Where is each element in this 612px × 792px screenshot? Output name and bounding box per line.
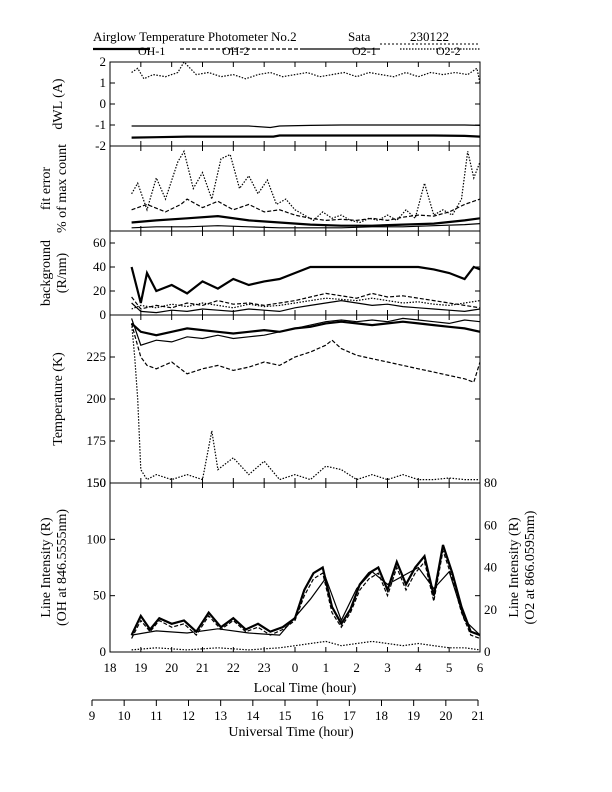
- y-tick-label: 60: [93, 235, 106, 250]
- series-line-temperature-oh-1: [130, 320, 480, 337]
- universal-time-tick-label: 18: [375, 708, 388, 723]
- series-line-dwl-o2-1: [131, 124, 480, 129]
- local-time-tick-label: 23: [258, 660, 271, 675]
- y-axis-title-temperature: Temperature (K): [51, 352, 66, 446]
- panel-frame-fit-error: [109, 145, 481, 232]
- series-line-fit-error-o2-1: [131, 223, 480, 229]
- y-axis-title-fit-error: fit error: [39, 167, 54, 210]
- universal-time-tick-label: 12: [182, 708, 195, 723]
- y-axis-subtitle-line-intensity: (OH at 846.5555nm): [55, 509, 70, 626]
- series-line-line-intensity-oh-1: [130, 544, 480, 637]
- panel-background: 0 20 40 60 background (R/nm): [39, 230, 481, 322]
- local-time-tick-label: 21: [196, 660, 209, 675]
- y-right-tick-label: 20: [484, 602, 497, 617]
- universal-time-tick-label: 10: [118, 708, 131, 723]
- universal-time-tick-label: 20: [439, 708, 452, 723]
- universal-time-tick-label: 19: [407, 708, 420, 723]
- panel-frame-line-intensity: [109, 482, 481, 653]
- local-time-tick-label: 3: [384, 660, 391, 675]
- legend-label-o2-2: O2-2: [436, 44, 461, 58]
- local-time-tick-label: 19: [134, 660, 147, 675]
- series-line-dwl-o2-2: [131, 62, 480, 84]
- panel-fit-error: fit error% of max count: [39, 144, 481, 233]
- y-tick-label: 2: [100, 54, 107, 69]
- y-tick-label: 150: [87, 475, 107, 490]
- y-tick-label: 40: [93, 259, 106, 274]
- legend: OH-1 OH-2 O2-1 O2-2: [93, 44, 480, 58]
- legend-label-oh-2: OH-2: [222, 44, 249, 58]
- local-time-tick-label: 2: [353, 660, 360, 675]
- y-tick-label: 0: [100, 644, 107, 659]
- y-right-tick-label: 0: [484, 644, 491, 659]
- local-time-tick-label: 0: [292, 660, 299, 675]
- y-tick-label: -1: [95, 117, 106, 132]
- panel-dwl: -2 -1 0 1 2 dWL (A): [51, 54, 481, 153]
- site-name: Sata: [348, 29, 371, 44]
- series-line-fit-error-oh-1: [131, 214, 480, 227]
- y-tick-label: 0: [100, 96, 107, 111]
- series-line-fit-error-oh-2: [131, 198, 480, 222]
- local-time-tick-label: 18: [104, 660, 117, 675]
- local-time-tick-label: 20: [165, 660, 178, 675]
- y-tick-label: 150: [87, 475, 107, 490]
- y-tick-label: 225: [87, 349, 107, 364]
- date-code: 230122: [410, 29, 449, 44]
- local-time-tick-label: 6: [477, 660, 484, 675]
- local-time-tick-label: 22: [227, 660, 240, 675]
- y-tick-label: 175: [87, 433, 107, 448]
- series-line-temperature-o2-1: [131, 317, 480, 346]
- universal-time-axis-title: Universal Time (hour): [228, 725, 354, 740]
- y-axis-title-line-intensity: Line Intensity (R): [39, 517, 54, 618]
- y-tick-label: 100: [87, 531, 107, 546]
- y-right-tick-label: 40: [484, 560, 497, 575]
- local-time-tick-label: 5: [446, 660, 453, 675]
- y-right-tick-label: 80: [484, 475, 497, 490]
- y-right-axis-title: Line Intensity (R): [507, 517, 522, 618]
- y-tick-label: 200: [87, 391, 107, 406]
- local-time-tick-label: 4: [415, 660, 422, 675]
- universal-time-tick-label: 16: [311, 708, 325, 723]
- y-tick-label: 0: [100, 307, 107, 322]
- y-tick-label: 20: [93, 283, 106, 298]
- y-axis-subtitle-fit-error: % of max count: [55, 144, 70, 233]
- y-tick-label: -2: [95, 138, 106, 153]
- series-line-dwl-oh-1: [131, 134, 480, 139]
- universal-time-tick-label: 11: [150, 708, 163, 723]
- series-line-background-o2-2: [131, 297, 480, 310]
- universal-time-tick-label: 14: [246, 708, 260, 723]
- local-time-tick-label: 1: [323, 660, 330, 675]
- figure-title: Airglow Temperature Photometer No.2: [93, 29, 297, 44]
- y-tick-label: 1: [100, 75, 107, 90]
- y-right-axis-subtitle: (O2 at 866.0595nm): [523, 510, 538, 624]
- panel-frame-temperature: [109, 314, 481, 484]
- series-line-background-oh-1: [130, 265, 480, 304]
- universal-time-tick-label: 17: [343, 708, 357, 723]
- legend-label-o2-1: O2-1: [352, 44, 377, 58]
- universal-time-tick-label: 13: [214, 708, 227, 723]
- y-tick-label: 50: [93, 588, 106, 603]
- series-line-line-intensity-o2-1: [131, 566, 480, 636]
- series-line-fit-error-o2-2: [131, 149, 480, 224]
- panel-temperature: 150 175 200 225 Temperature (K): [51, 314, 481, 490]
- series-line-line-intensity-oh-2: [131, 550, 480, 640]
- local-time-axis-title: Local Time (hour): [254, 681, 357, 696]
- universal-time-tick-label: 9: [89, 708, 96, 723]
- series-line-temperature-o2-2: [131, 323, 480, 481]
- universal-time-tick-label: 15: [279, 708, 292, 723]
- series-line-background-o2-1: [131, 299, 480, 314]
- y-axis-title-background: background: [39, 240, 54, 306]
- series-line-background-oh-2: [131, 292, 480, 310]
- series-line-line-intensity-o2-2: [131, 640, 480, 651]
- universal-time-tick-label: 21: [472, 708, 485, 723]
- y-axis-subtitle-background: (R/nm): [55, 252, 70, 293]
- y-right-tick-label: 60: [484, 517, 497, 532]
- panels: -2 -1 0 1 2 dWL (A) fit error% of max count 0 20…: [39, 54, 538, 659]
- series-line-temperature-oh-2: [131, 323, 480, 383]
- legend-label-oh-1: OH-1: [138, 44, 165, 58]
- y-axis-title-dwl: dWL (A): [51, 78, 66, 130]
